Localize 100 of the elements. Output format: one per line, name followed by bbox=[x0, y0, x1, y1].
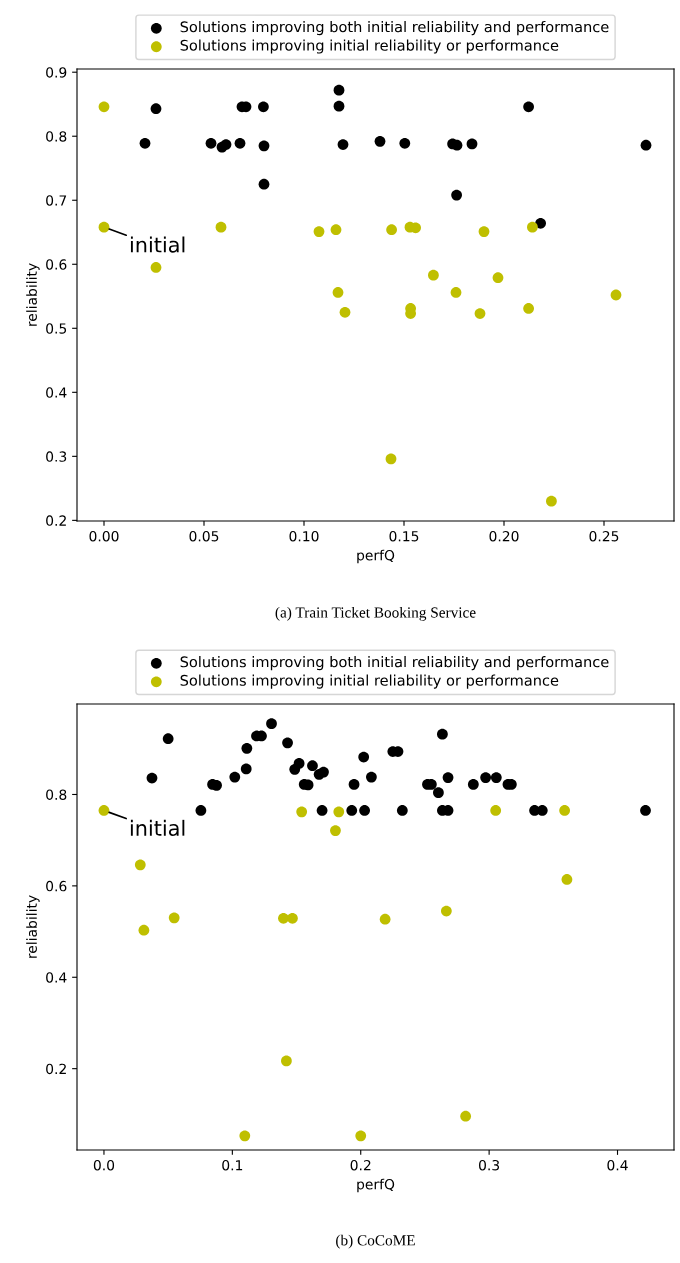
point bbox=[330, 825, 341, 836]
point bbox=[440, 905, 452, 917]
point bbox=[287, 912, 298, 924]
point bbox=[396, 805, 408, 816]
point bbox=[229, 771, 241, 783]
y-tick-label: 0.4 bbox=[46, 972, 67, 983]
x-tick-label: 0.15 bbox=[389, 530, 419, 542]
point bbox=[258, 140, 270, 152]
point bbox=[358, 751, 370, 763]
legend-label: Solutions improving initial reliability or performance bbox=[180, 674, 559, 689]
y-axis-title: reliability bbox=[26, 895, 40, 958]
x-axis-title: perfQ bbox=[357, 549, 395, 564]
point bbox=[278, 912, 289, 924]
point bbox=[333, 84, 345, 96]
point bbox=[332, 287, 344, 298]
y-tick-label: 0.2 bbox=[46, 515, 66, 526]
point bbox=[258, 101, 269, 113]
point bbox=[205, 137, 217, 149]
point bbox=[433, 787, 444, 799]
point bbox=[330, 224, 342, 236]
y-tick-label: 0.3 bbox=[46, 451, 67, 462]
point bbox=[379, 913, 391, 925]
point bbox=[428, 269, 439, 281]
annotation: initial bbox=[130, 819, 185, 836]
point bbox=[523, 303, 534, 314]
point bbox=[162, 733, 174, 745]
point bbox=[640, 805, 651, 816]
y-axis-title: reliability bbox=[26, 263, 40, 326]
point bbox=[307, 760, 318, 772]
legend-label: Solutions improving both initial reliability and performance bbox=[180, 21, 609, 36]
point bbox=[450, 287, 462, 298]
x-tick-label: 0.0 bbox=[93, 1159, 115, 1171]
point bbox=[215, 221, 227, 233]
x-tick-label: 0.00 bbox=[89, 530, 119, 542]
y-tick-label: 0.8 bbox=[46, 131, 67, 142]
point bbox=[466, 138, 478, 150]
y-tick-label: 0.4 bbox=[46, 387, 67, 398]
point bbox=[490, 805, 502, 816]
point bbox=[451, 189, 462, 201]
x-tick-label: 0.3 bbox=[478, 1159, 500, 1171]
y-tick-label: 0.9 bbox=[46, 67, 67, 78]
point bbox=[134, 859, 146, 871]
point bbox=[266, 718, 277, 730]
x-tick-label: 0.05 bbox=[189, 530, 219, 542]
point bbox=[348, 779, 360, 790]
legend-label: Solutions improving both initial reliability and performance bbox=[180, 656, 609, 671]
x-tick-label: 0.2 bbox=[350, 1159, 371, 1171]
point bbox=[437, 728, 448, 740]
point bbox=[195, 805, 207, 816]
point bbox=[346, 805, 358, 816]
point bbox=[316, 805, 328, 816]
x-tick-label: 0.25 bbox=[589, 530, 619, 542]
point bbox=[240, 763, 252, 775]
point bbox=[399, 137, 411, 149]
y-tick-label: 0.8 bbox=[46, 789, 67, 800]
point bbox=[98, 101, 110, 113]
point bbox=[527, 221, 538, 233]
point bbox=[333, 100, 345, 112]
point bbox=[386, 224, 397, 236]
point bbox=[474, 308, 486, 319]
legend-label: Solutions improving initial reliability or performance bbox=[180, 39, 559, 54]
point bbox=[150, 103, 162, 115]
point bbox=[293, 758, 305, 769]
point bbox=[561, 874, 573, 885]
point bbox=[139, 137, 151, 149]
x-tick-label: 0.1 bbox=[222, 1159, 243, 1171]
point bbox=[281, 1055, 292, 1067]
point bbox=[467, 779, 479, 790]
point bbox=[442, 772, 454, 783]
x-tick-label: 0.10 bbox=[289, 530, 319, 542]
annotation: initial bbox=[130, 236, 185, 253]
y-tick-label: 0.2 bbox=[46, 1063, 66, 1075]
y-tick-label: 0.5 bbox=[46, 323, 67, 334]
point bbox=[523, 101, 534, 113]
point bbox=[241, 742, 253, 754]
point bbox=[385, 453, 397, 465]
point bbox=[150, 262, 162, 273]
y-tick-label: 0.6 bbox=[46, 259, 67, 270]
point bbox=[535, 217, 546, 229]
x-tick-label: 0.20 bbox=[489, 530, 519, 542]
point bbox=[138, 924, 150, 936]
point bbox=[460, 1110, 472, 1122]
y-tick-label: 0.6 bbox=[46, 880, 67, 892]
point bbox=[374, 135, 386, 147]
text: (a) Train Ticket Booking Service bbox=[275, 606, 476, 621]
point bbox=[559, 805, 570, 816]
point bbox=[337, 139, 349, 150]
point bbox=[168, 912, 180, 924]
point bbox=[282, 737, 293, 749]
point bbox=[355, 1130, 367, 1142]
text: (b) CoCoME bbox=[336, 1234, 415, 1249]
point bbox=[313, 226, 325, 237]
point bbox=[610, 289, 622, 301]
point bbox=[220, 139, 232, 150]
point bbox=[640, 139, 652, 151]
point bbox=[318, 766, 329, 778]
point bbox=[366, 771, 377, 783]
y-tick-label: 0.7 bbox=[46, 195, 67, 206]
point bbox=[98, 221, 110, 233]
x-axis-title: perfQ bbox=[357, 1178, 395, 1193]
